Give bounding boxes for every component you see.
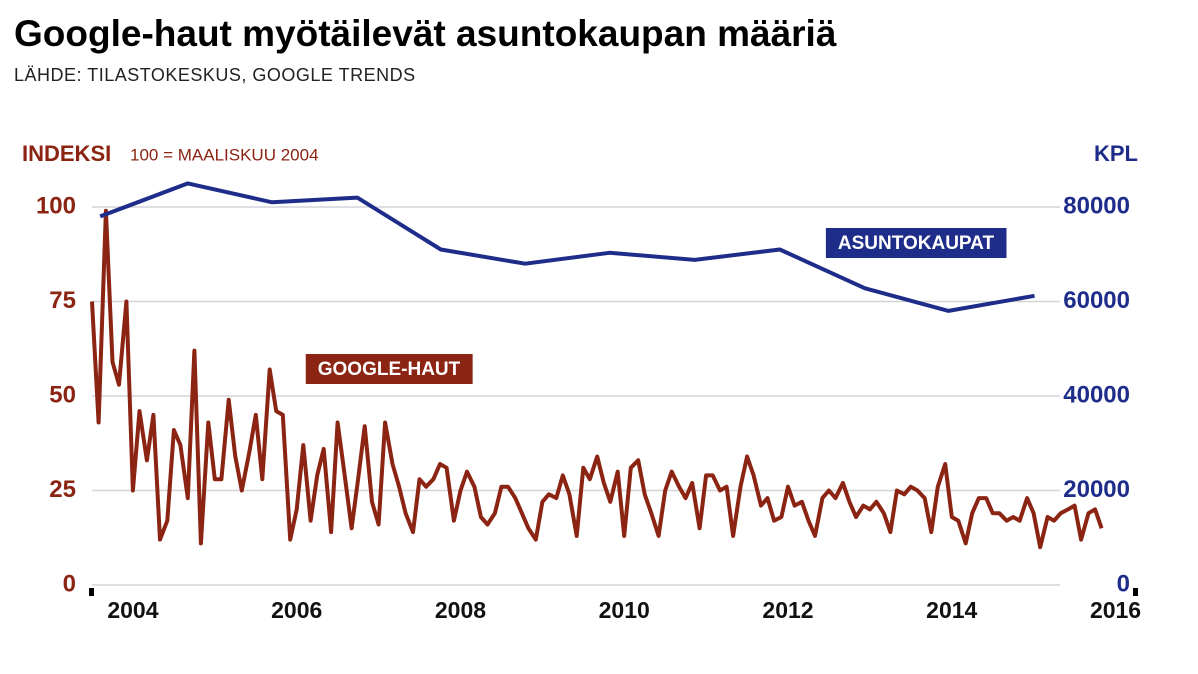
legend-box [305,354,473,384]
series-line [90,208,1104,550]
y2-tick-label: 20000 [1063,476,1130,503]
x-tick-label: 2006 [271,597,322,623]
y2-tick-label: 40000 [1063,381,1130,408]
y-tick-label: 50 [49,381,76,408]
y2-tick-label: 60000 [1063,287,1130,314]
y2-axis-title: KPL [1094,141,1138,166]
y-axis-title: INDEKSI [22,141,111,166]
x-tick-label: 2008 [435,597,486,623]
x-tick-label: 2016 [1090,597,1141,623]
y-axis-note: 100 = MAALISKUU 2004 [130,145,319,164]
x-tick-label: 2012 [762,597,813,623]
y-tick-label: 75 [49,287,76,314]
chart-subtitle: LÄHDE: TILASTOKESKUS, GOOGLE TRENDS [14,65,416,85]
y-tick-label: 0 [63,570,76,597]
axis-end-mark [89,588,94,596]
y-tick-label: 25 [49,476,76,503]
legend-item: ASUNTOKAUPAT [825,228,1007,258]
y2-tick-label: 0 [1117,570,1130,597]
y2-tick-label: 80000 [1063,192,1130,219]
legend-box [825,228,1007,258]
x-tick-label: 2014 [926,597,977,623]
x-tick-label: 2004 [107,597,158,623]
y-tick-label: 100 [36,192,76,219]
chart-title: Google-haut myötäilevät asuntokaupan mää… [14,13,837,54]
legend-item: GOOGLE-HAUT [305,354,473,384]
legend-label: GOOGLE-HAUT [318,359,461,380]
axis-end-mark [1133,588,1138,596]
legend-label: ASUNTOKAUPAT [838,233,995,254]
x-tick-label: 2010 [599,597,650,623]
series-line [99,181,1035,313]
